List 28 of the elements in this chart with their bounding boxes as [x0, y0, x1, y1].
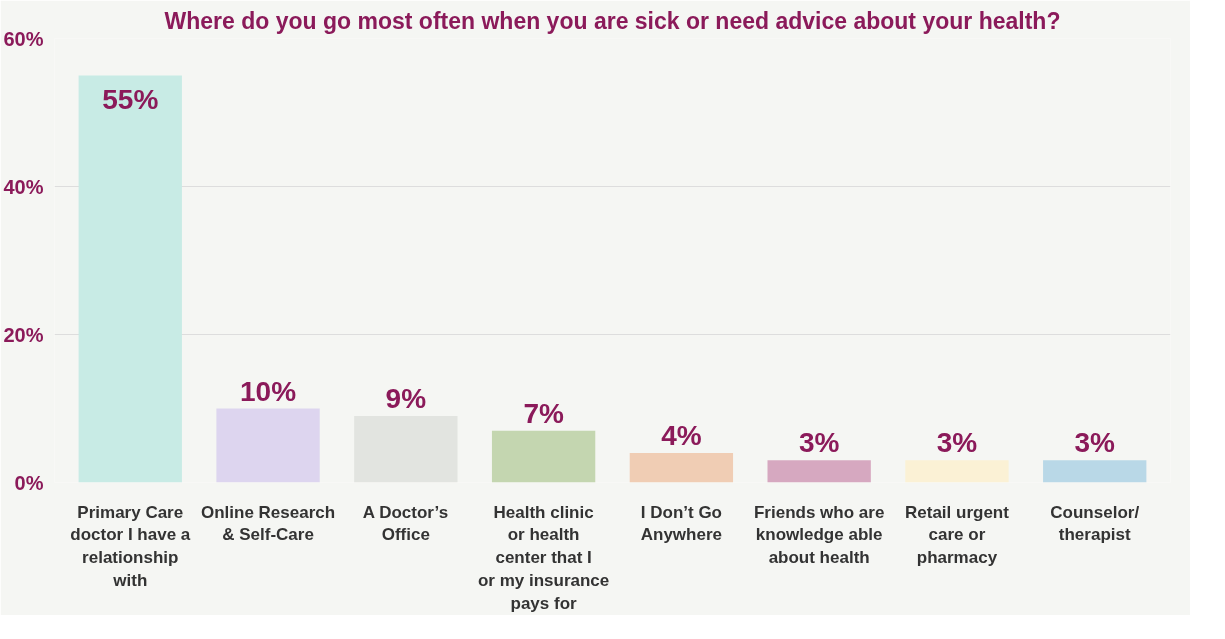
x-tick-label: A Doctor’s Office — [362, 502, 449, 545]
bar — [1043, 460, 1147, 483]
data-label: 4% — [661, 419, 702, 451]
x-tick-label: Online Research & Self-Care — [200, 502, 336, 545]
x-tick-label: I Don’t Go Anywhere — [640, 502, 723, 545]
bar — [905, 460, 1009, 483]
data-label: 7% — [523, 397, 564, 429]
data-label: 3% — [1074, 427, 1116, 459]
x-tick-label: Retail urgent care or pharmacy — [904, 502, 1010, 568]
bar — [78, 75, 182, 483]
x-tick-label: Primary Care doctor I have a relationship with — [70, 502, 191, 590]
data-label: 9% — [385, 382, 427, 414]
x-tick-label: Health clinic or health center that I or my insurance pays for — [477, 502, 610, 613]
data-label: 3% — [798, 427, 840, 459]
y-tick-label: 40% — [3, 175, 44, 198]
bar — [216, 408, 320, 483]
x-tick-label: Friends who are knowledge able about health — [753, 502, 885, 568]
data-label: 10% — [240, 375, 297, 407]
data-label: 3% — [936, 427, 978, 459]
y-tick-label: 0% — [14, 471, 44, 494]
data-label: 55% — [102, 83, 159, 115]
y-tick-label: 20% — [3, 323, 44, 346]
chart-title: Where do you go most often when you are sick or need advice about your health? — [164, 7, 1061, 34]
bar — [629, 452, 734, 483]
bar — [767, 460, 871, 483]
x-tick-label: Counselor/ therapist — [1050, 502, 1140, 545]
y-tick-label: 60% — [3, 27, 44, 50]
bar — [491, 430, 596, 483]
